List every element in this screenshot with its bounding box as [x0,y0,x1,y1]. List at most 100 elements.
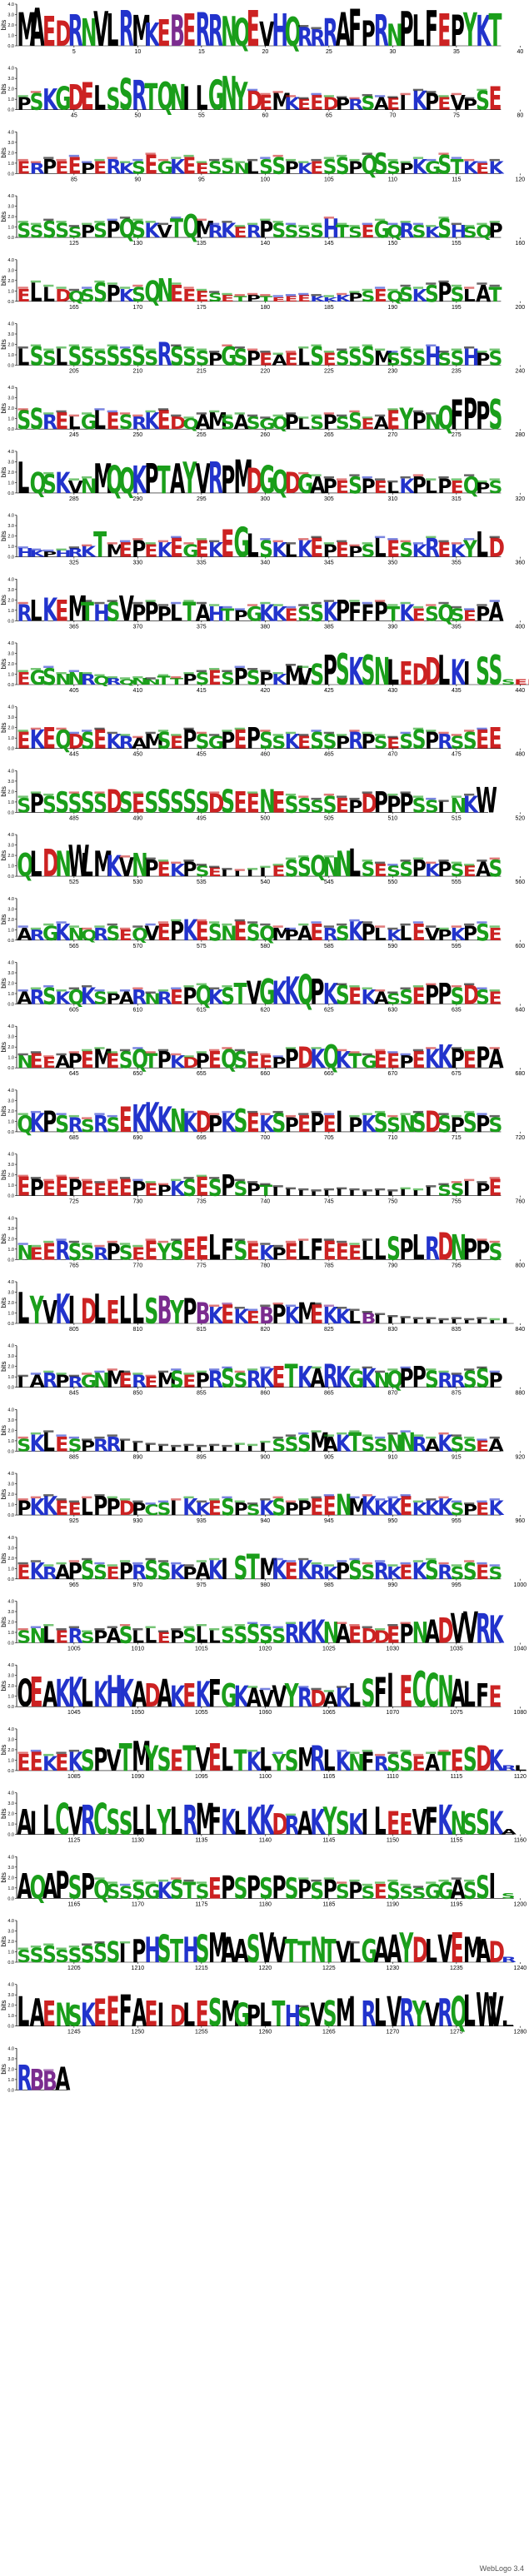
logo-letter: P [221,1169,235,1203]
logo-letter: S [119,1883,133,1903]
x-tick-label: 20 [262,49,268,55]
logo-letter: S [30,403,44,436]
logo-letter: T [488,3,502,57]
logo-letter: F [310,1233,323,1267]
y-tick-label: 4.0 [7,1919,14,1924]
logo-letter: S [144,786,158,820]
logo-letter-minor [68,1374,79,1378]
x-tick-label: 205 [69,369,79,375]
logo-letter: D [437,1226,453,1268]
y-tick-label: 3.0 [7,332,14,337]
x-tick-label: 930 [133,1518,143,1524]
logo-letter-minor [171,157,182,159]
logo-letter-minor [132,1047,143,1049]
logo-letter: S [233,1235,247,1266]
logo-letter: N [132,848,148,884]
logo-letter-minor [349,1114,360,1118]
logo-letter: E [387,1049,400,1074]
logo-letter-minor [171,1238,182,1241]
logo-letter: E [221,1299,234,1330]
logo-letter-minor [412,88,424,92]
logo-letter-minor [311,601,322,605]
logo-letter: P [42,1105,57,1139]
logo-letter: E [387,1622,400,1649]
logo-letter: S [30,222,44,242]
x-tick-label: 175 [197,305,207,311]
logo-letter-minor [260,670,271,672]
logo-letter: A [272,352,287,369]
y-tick-label: 4.0 [7,1472,14,1477]
logo-letter: K [272,976,287,1012]
logo-letter-minor [183,727,194,730]
logo-letter: P [348,291,362,305]
x-tick-label: 1035 [450,1647,463,1652]
logo-letter-minor [222,730,232,732]
logo-letter: K [208,1303,224,1329]
logo-letter: K [399,475,416,499]
logo-letter-minor [311,158,322,162]
logo-letter: L [297,1235,310,1266]
y-tick-label: 3.0 [7,652,14,657]
logo-letter-minor [94,1047,105,1049]
logo-letter: F [476,1678,489,1714]
x-tick-label: 875 [452,1391,462,1397]
logo-letter: S [81,1116,95,1136]
logo-letter-minor [285,1304,297,1307]
logo-letter-minor [349,1879,360,1882]
logo-letter: S [387,158,401,178]
logo-letter: K [30,1494,46,1521]
logo-letter: I [182,1445,190,1453]
y-tick-label: 0.0 [7,874,14,879]
y-tick-label: 0.0 [7,619,14,624]
logo-letter: L [17,1283,29,1334]
logo-letter: L [285,541,297,561]
logo-letter: E [488,1681,502,1714]
logo-letter: E [196,1171,209,1202]
logo-letter-minor [477,987,487,989]
logo-letter: S [476,1802,490,1842]
logo-letter-minor [157,1443,169,1447]
logo-letter: K [336,294,352,304]
logo-letter: S [374,147,388,181]
logo-letter: E [412,919,426,946]
logo-letter: R [247,1367,262,1393]
x-tick-label: 1135 [195,1838,207,1844]
logo-letter: K [285,970,301,1013]
logo-letter-minor [489,1564,500,1567]
x-tick-label: 70 [389,113,396,119]
logo-letter-minor [349,1368,360,1371]
logo-letter-minor [426,225,437,227]
logo-letter-minor [349,1941,360,1944]
x-tick-label: 1045 [67,1710,81,1716]
logo-letter-minor [209,604,220,606]
y-tick-label: 1.0 [7,1056,14,1061]
logo-letter: M [348,1494,367,1521]
logo-letter-minor [337,1049,347,1052]
logo-letter: V [93,2,108,58]
logo-letter: S [68,224,82,241]
x-tick-label: 445 [69,752,79,758]
logo-letter: K [208,985,225,1009]
logo-letter: G [259,416,275,432]
x-tick-label: 560 [516,879,526,885]
logo-letter-minor [17,601,28,605]
logo-letter: N [323,852,340,883]
logo-letter: E [55,1432,68,1457]
logo-letter-minor [30,1244,42,1248]
logo-letter-minor [311,1366,322,1369]
logo-letter: E [259,350,272,370]
logo-letter: P [336,595,350,628]
logo-letter-minor [349,985,360,988]
logo-letter: R [93,924,108,944]
y-tick-label: 0.0 [7,364,14,369]
logo-letter-minor [464,1318,475,1321]
logo-letter-minor [362,344,372,346]
logo-letter-minor [374,218,386,222]
logo-letter: E [196,1232,209,1268]
logo-letter-minor [68,1177,79,1179]
logo-letter: K [412,541,428,561]
y-tick-label: 0.0 [7,300,14,305]
logo-letter: Q [119,461,136,501]
logo-letter: R [132,985,147,1009]
logo-letter: S [285,222,299,242]
